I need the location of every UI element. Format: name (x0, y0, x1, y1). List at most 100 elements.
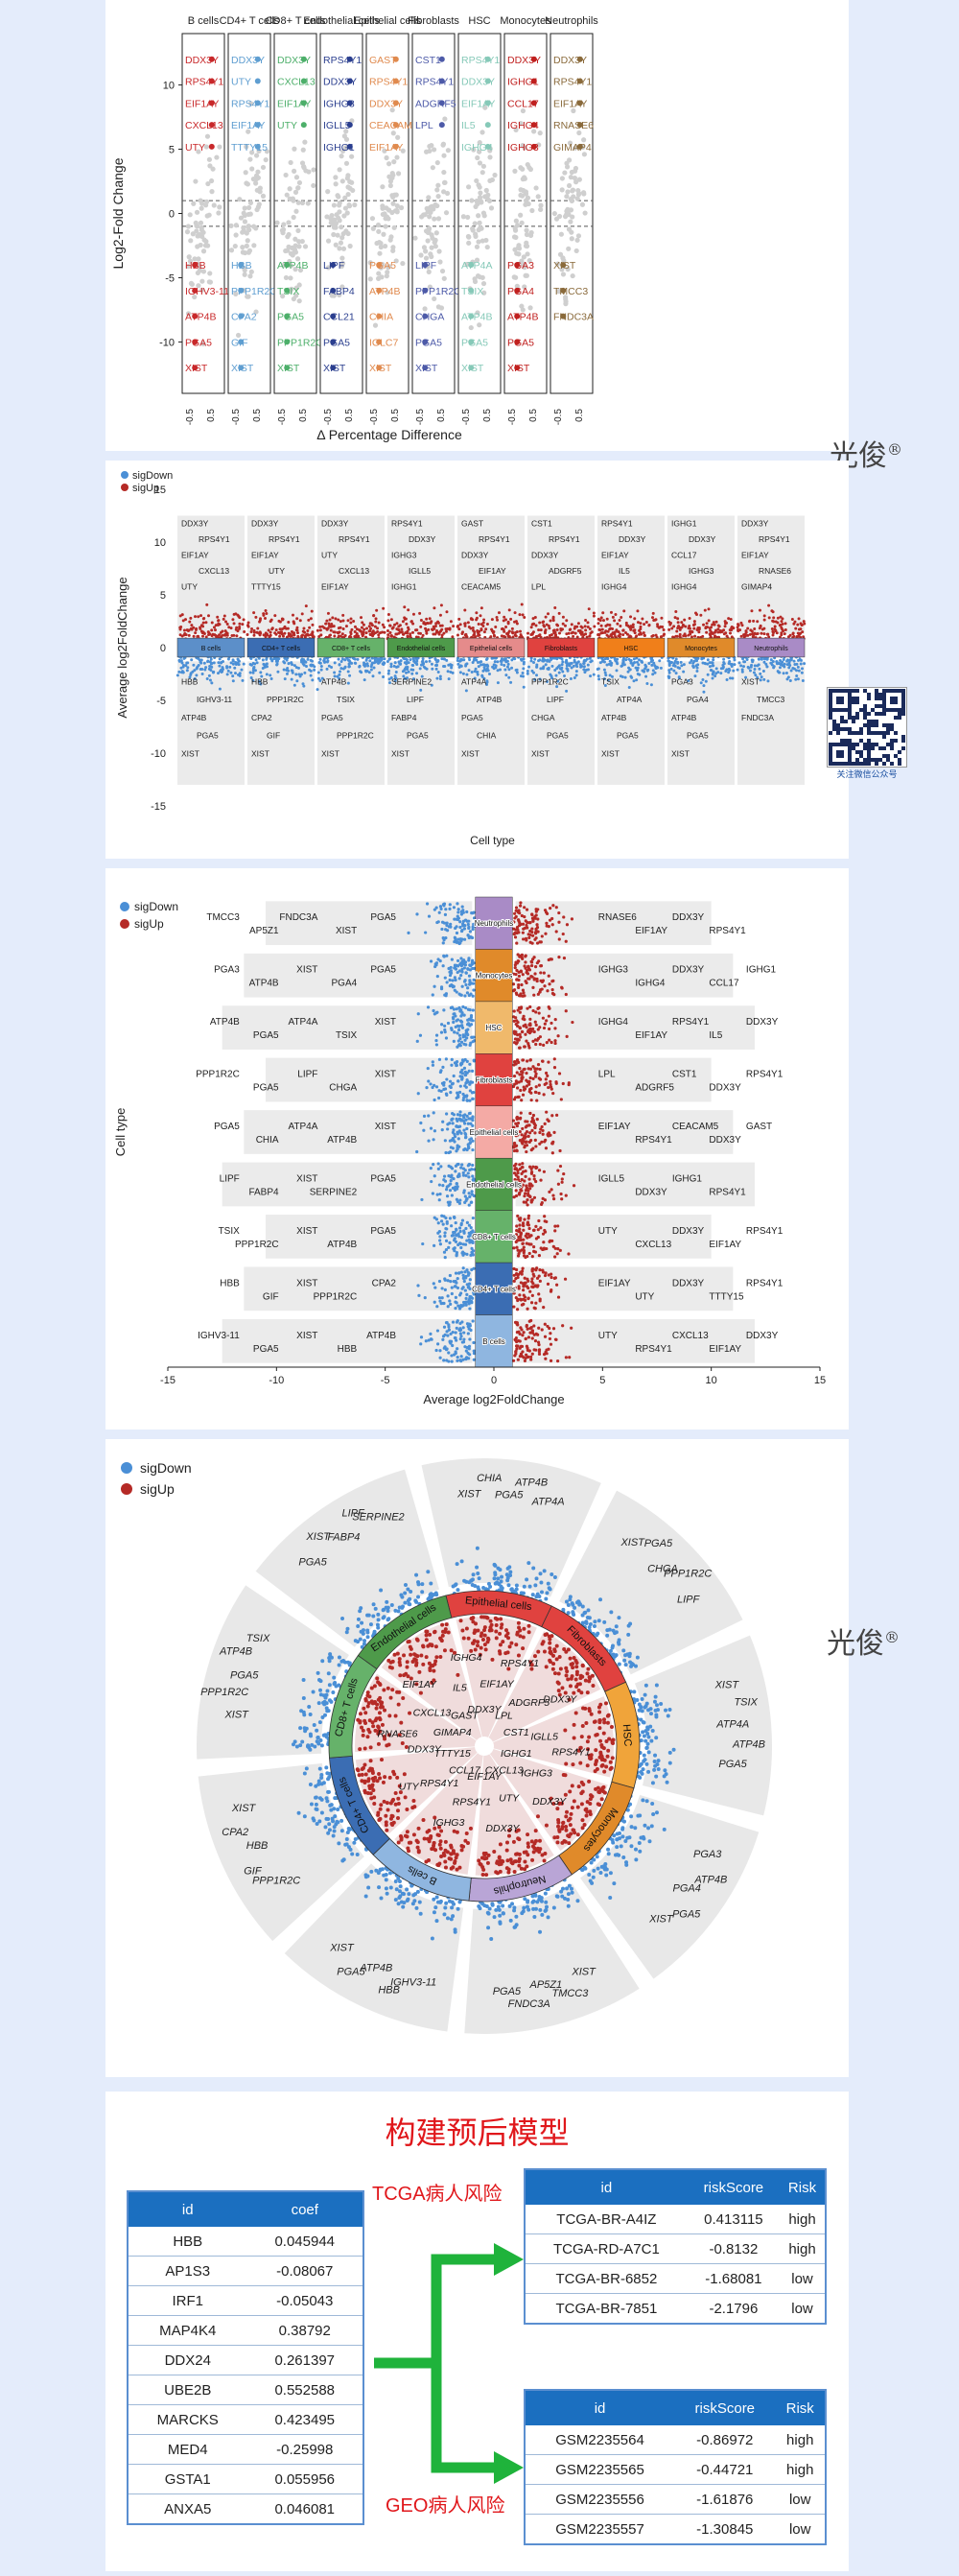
data-point (235, 634, 239, 638)
data-point (459, 1118, 463, 1122)
data-point (551, 1193, 555, 1197)
data-point (393, 674, 397, 678)
data-point (484, 657, 488, 661)
data-point (459, 1131, 463, 1135)
data-point (516, 1121, 521, 1125)
data-point (257, 656, 261, 660)
data-point (233, 291, 239, 296)
data-point (203, 668, 207, 672)
highlight-point (192, 287, 199, 294)
data-point (438, 613, 442, 617)
data-point (462, 1122, 467, 1125)
data-point (512, 1142, 517, 1146)
data-point (540, 1201, 544, 1205)
data-point (206, 156, 213, 162)
data-point (471, 1174, 475, 1178)
data-point (539, 667, 543, 671)
data-point (235, 332, 242, 339)
group-label: Endothelial cells (397, 646, 446, 652)
data-point (567, 157, 573, 163)
data-point (221, 670, 224, 674)
data-point (475, 310, 480, 316)
data-point (207, 163, 213, 169)
data-point (339, 154, 344, 159)
data-point (471, 1116, 475, 1120)
data-point (551, 1091, 555, 1096)
data-point (445, 1077, 449, 1081)
data-point (706, 673, 710, 676)
group-box (475, 1157, 513, 1211)
data-point (450, 1224, 454, 1228)
gene-label-up: RPS4Y1 (199, 534, 230, 544)
data-point (457, 627, 461, 631)
data-point (690, 635, 693, 639)
data-point (278, 627, 282, 631)
data-point (373, 658, 377, 662)
data-point (503, 615, 506, 619)
data-point (515, 1116, 519, 1120)
data-point (416, 1012, 420, 1016)
data-point (468, 1043, 472, 1047)
data-point (510, 626, 514, 630)
qr-module (855, 712, 859, 716)
data-point (435, 974, 439, 979)
gene-label-up: EIF1AY (461, 98, 495, 109)
data-point (490, 618, 494, 622)
data-point (784, 672, 788, 675)
data-point (526, 1203, 529, 1207)
data-point (467, 1235, 471, 1239)
gene-label-down: CHIA (369, 312, 393, 323)
data-point (355, 627, 359, 631)
data-point (559, 627, 563, 631)
data-point (242, 266, 247, 272)
data-point (646, 668, 650, 672)
data-point (294, 256, 301, 262)
group-label: HSC (624, 646, 639, 652)
data-point (470, 1091, 475, 1095)
data-point (543, 1122, 547, 1125)
data-point (532, 977, 536, 981)
data-point (407, 608, 410, 612)
x-tick-label: -0.5 (323, 409, 334, 426)
data-point (465, 1099, 469, 1102)
data-point (796, 665, 800, 669)
gene-label-up: DDX3Y (619, 534, 646, 544)
data-point (730, 665, 734, 669)
data-point (522, 685, 526, 689)
data-point (661, 626, 665, 629)
data-point (441, 941, 445, 945)
data-point (246, 621, 250, 625)
data-point (322, 657, 326, 661)
data-point (599, 631, 603, 635)
data-point (621, 628, 625, 632)
data-point (442, 1008, 446, 1012)
data-point (518, 120, 524, 127)
facet-title: Monocytes (500, 15, 551, 27)
qr-module (871, 723, 875, 727)
data-point (530, 927, 534, 931)
data-point (374, 620, 378, 624)
data-point (529, 1198, 533, 1202)
data-point (200, 248, 207, 254)
data-point (217, 619, 221, 623)
data-point (457, 1033, 462, 1037)
data-point (344, 176, 350, 181)
data-point (302, 626, 306, 630)
data-point (424, 931, 428, 934)
gene-label-up: IGHG4 (671, 582, 697, 592)
data-point (548, 1038, 551, 1042)
data-point (513, 218, 519, 224)
highlight-point (238, 339, 245, 345)
data-point (325, 660, 329, 664)
qr-module (875, 712, 878, 716)
data-point (621, 633, 625, 637)
data-point (433, 625, 437, 628)
data-point (538, 677, 542, 681)
data-point (231, 662, 235, 666)
data-point (387, 677, 391, 681)
data-point (265, 673, 269, 676)
data-point (651, 673, 655, 676)
data-point (713, 634, 716, 638)
data-point (469, 1234, 473, 1238)
data-point (514, 1122, 518, 1125)
